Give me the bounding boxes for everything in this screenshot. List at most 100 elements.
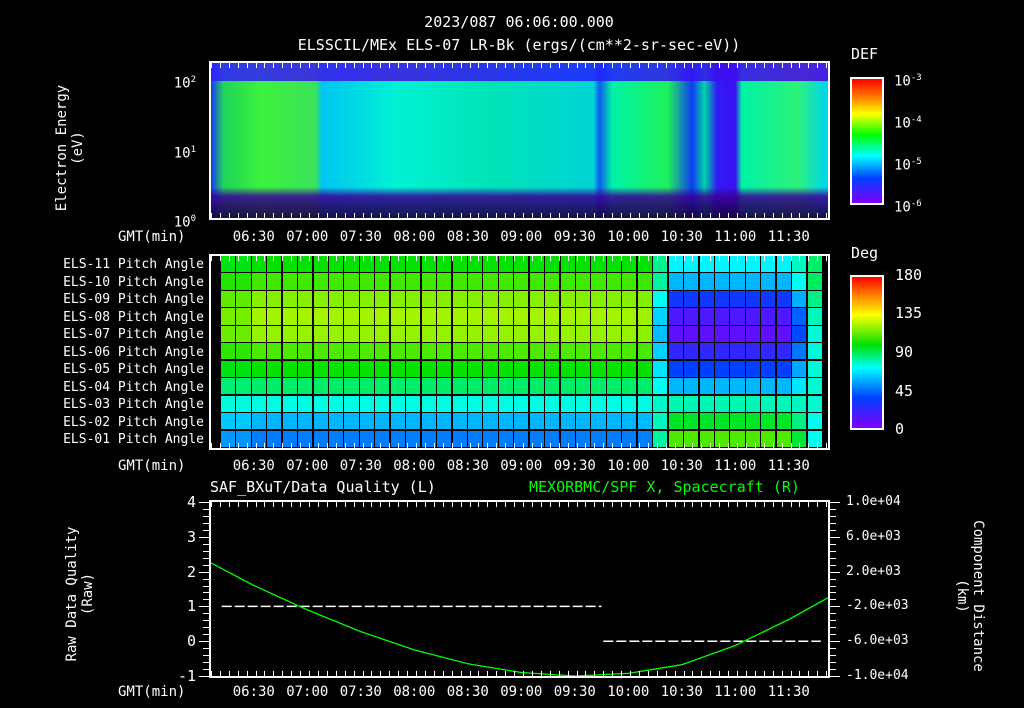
- quality-left-tick-mark: [199, 536, 209, 538]
- pitch-cell: [699, 343, 714, 360]
- pitch-cell: [359, 360, 375, 377]
- x-tick-mark: [478, 63, 480, 68]
- x-tick-mark: [362, 502, 364, 507]
- pitch-cell: [344, 395, 359, 412]
- x-tick-mark: [576, 256, 578, 261]
- x-tick-mark: [692, 443, 694, 448]
- x-tick-label: 09:00: [500, 229, 543, 245]
- quality-right-tick-mark: [830, 571, 840, 573]
- x-tick-mark: [567, 256, 569, 261]
- pitch-cell: [714, 273, 730, 290]
- pitch-cell: [344, 273, 359, 290]
- pitch-cell: [761, 308, 776, 325]
- x-tick-mark: [246, 443, 248, 448]
- quality-title-left: SAF_BXuT/Data Quality (L): [210, 478, 436, 496]
- x-tick-mark: [424, 256, 426, 261]
- pitch-cell: [714, 290, 730, 308]
- x-tick-mark: [211, 256, 212, 261]
- pitch-cell: [313, 325, 328, 342]
- pitch-cell: [236, 273, 251, 290]
- x-tick-label: 10:30: [660, 229, 703, 245]
- x-tick-mark: [317, 671, 319, 676]
- pitch-cell: [529, 430, 544, 447]
- x-tick-mark: [692, 671, 694, 676]
- x-tick-mark: [246, 63, 248, 68]
- x-tick-mark: [585, 256, 587, 261]
- pitch-cell: [329, 325, 344, 342]
- x-tick-mark: [291, 256, 293, 261]
- x-tick-mark: [344, 502, 346, 507]
- pitch-cell: [714, 430, 730, 447]
- pitch-cell: [421, 395, 436, 412]
- pitch-cell: [684, 273, 699, 290]
- x-tick-mark: [612, 213, 614, 218]
- pitch-cell: [329, 290, 344, 308]
- pitch-cell: [807, 325, 822, 342]
- x-tick-mark: [326, 443, 328, 448]
- x-tick-label: 09:00: [500, 458, 543, 474]
- pitch-cell: [792, 308, 807, 325]
- pitch-cell: [776, 325, 791, 342]
- x-tick-mark: [531, 256, 533, 261]
- pitch-cell: [421, 378, 436, 395]
- pitch-cell: [452, 413, 467, 430]
- pitch-cell: [498, 256, 513, 273]
- pitch-cell: [761, 325, 776, 342]
- pitch-cell: [437, 290, 452, 308]
- x-tick-mark: [496, 63, 498, 68]
- x-tick-mark: [211, 502, 212, 507]
- x-tick-mark: [781, 63, 783, 68]
- pitch-cell: [776, 413, 791, 430]
- pitch-cell: [498, 308, 513, 325]
- pitch-cell: [251, 308, 266, 325]
- x-tick-mark: [567, 63, 569, 68]
- x-tick-label: 08:30: [446, 229, 489, 245]
- x-tick-mark: [683, 63, 685, 68]
- pitch-cell: [251, 395, 266, 412]
- pitch-cell: [236, 430, 251, 447]
- pitch-cell: [483, 395, 498, 412]
- x-tick-mark: [710, 213, 712, 218]
- x-tick-mark: [656, 502, 658, 507]
- pitch-cell: [298, 413, 313, 430]
- pitch-cell: [653, 378, 668, 395]
- x-tick-mark: [808, 671, 810, 676]
- pitch-cell: [529, 378, 544, 395]
- pitch-cell: [390, 273, 405, 290]
- x-tick-mark: [737, 443, 739, 448]
- x-tick-mark: [745, 63, 747, 68]
- quality-plot-svg: [211, 562, 828, 676]
- pitch-cell: [807, 395, 822, 412]
- pitch-cell: [236, 395, 251, 412]
- x-tick-mark: [273, 63, 275, 68]
- x-tick-mark: [523, 256, 525, 261]
- x-tick-mark: [585, 502, 587, 507]
- pitch-cell: [699, 395, 714, 412]
- x-tick-mark: [612, 502, 614, 507]
- x-tick-label: 10:30: [660, 684, 703, 700]
- x-tick-mark: [353, 671, 355, 676]
- x-tick-mark: [255, 443, 257, 448]
- x-tick-mark: [514, 213, 516, 218]
- pitch-cell: [730, 395, 745, 412]
- x-tick-mark: [567, 213, 569, 218]
- pitch-cell: [498, 325, 513, 342]
- x-tick-label: 06:30: [232, 229, 275, 245]
- x-tick-mark: [398, 443, 400, 448]
- x-tick-mark: [398, 256, 400, 261]
- x-tick-mark: [576, 63, 578, 68]
- quality-right-tick-mark: [830, 606, 840, 608]
- deg-colorbar: [850, 275, 884, 430]
- x-tick-mark: [737, 671, 739, 676]
- pitch-cell: [282, 273, 297, 290]
- pitch-cell: [622, 430, 637, 447]
- x-tick-mark: [416, 671, 418, 676]
- x-tick-mark: [523, 213, 525, 218]
- pitch-cell: [437, 395, 452, 412]
- x-tick-mark: [326, 671, 328, 676]
- pitch-cell: [282, 308, 297, 325]
- pitch-cell: [591, 273, 606, 290]
- pitch-cell: [483, 325, 498, 342]
- x-tick-label: 10:30: [660, 458, 703, 474]
- def-tick-1e-6: 10-6: [894, 199, 922, 216]
